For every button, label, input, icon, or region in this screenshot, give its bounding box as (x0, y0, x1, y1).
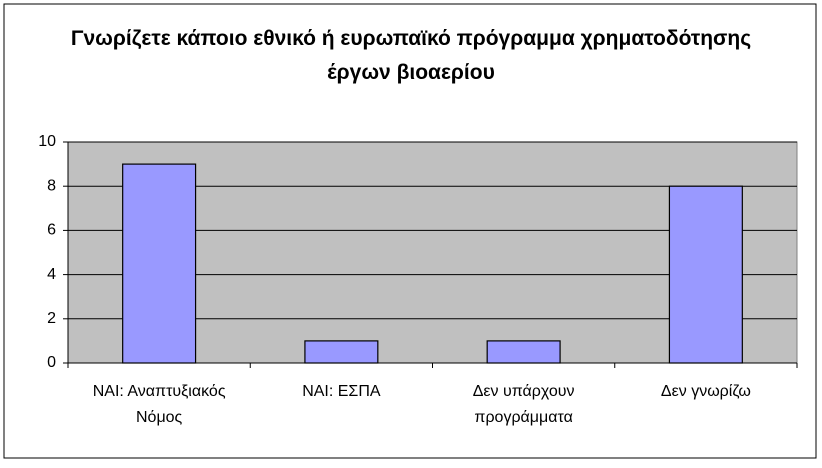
y-tick-label: 2 (47, 310, 56, 327)
x-tick-label: ΝΑΙ: ΕΣΠΑ (302, 383, 381, 400)
bar (486, 340, 561, 364)
bar (668, 185, 743, 364)
bar (304, 340, 379, 364)
x-tick-label: Δεν υπάρχουν προγράμματα (472, 383, 575, 426)
x-tick-label: ΝΑΙ: Αναπτυξιακός Νόμος (92, 383, 226, 426)
y-tick-label: 4 (47, 266, 56, 283)
y-tick-label: 6 (47, 222, 56, 239)
y-tick-label: 10 (38, 133, 56, 150)
x-tick-label: Δεν γνωρίζω (660, 383, 751, 400)
chart-title: Γνωρίζετε κάποιο εθνικό ή ευρωπαϊκό πρόγ… (70, 27, 752, 84)
bar (122, 163, 197, 364)
y-tick-label: 8 (47, 177, 56, 194)
y-tick-label: 0 (47, 354, 56, 371)
